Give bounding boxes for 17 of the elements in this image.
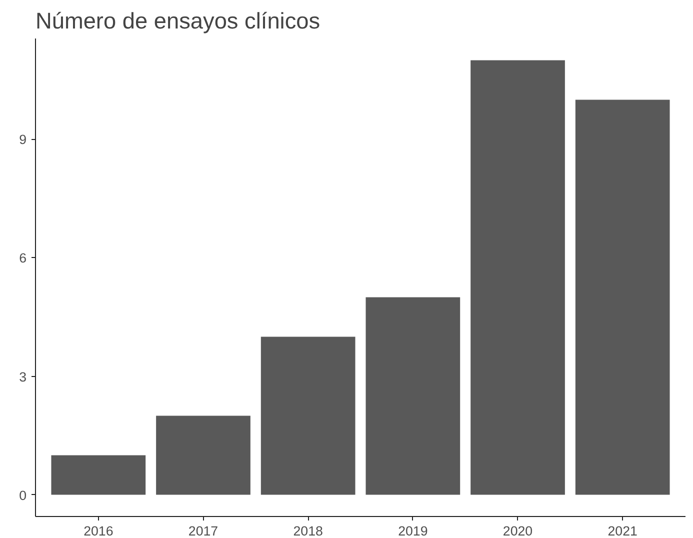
x-tick-label: 2019 [398,524,428,538]
bar [575,100,670,495]
x-tick-label: 2021 [608,524,638,538]
x-tick-label: 2017 [188,524,218,538]
x-tick-label: 2018 [293,524,323,538]
y-tick-label: 6 [19,250,27,266]
bar [470,60,565,495]
y-tick-label: 9 [19,132,27,148]
y-tick-label: 3 [19,369,27,384]
x-tick-label: 2020 [502,524,533,538]
bar [366,297,460,495]
bar [156,416,250,495]
x-tick-label: 2016 [84,524,114,538]
chart-title: Número de ensayos clínicos [36,8,320,34]
bar [51,455,146,495]
bar [260,336,356,495]
y-tick-label: 0 [19,488,27,503]
